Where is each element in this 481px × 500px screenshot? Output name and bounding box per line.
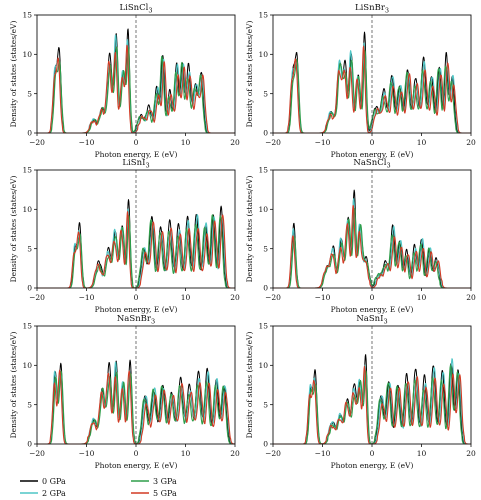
y-tick-label: 15 xyxy=(22,11,32,20)
y-axis-label: Density of states (states/eV) xyxy=(245,176,254,283)
x-tick-label: −10 xyxy=(315,449,331,458)
y-axis-label: Density of states (states/eV) xyxy=(9,332,18,439)
y-tick-label: 0 xyxy=(27,129,32,138)
y-tick-label: 10 xyxy=(258,205,268,214)
panel-title: LiSnI3 xyxy=(122,158,149,170)
x-tick-label: −20 xyxy=(29,293,45,302)
x-tick-label: 20 xyxy=(466,293,476,302)
x-axis-label: Photon energy, E (eV) xyxy=(331,461,414,470)
dos-panel: NaSnBr3 −20 −10 0 10 20 0 5 10 15 Photon energy, E… xyxy=(9,314,240,470)
x-tick-label: 10 xyxy=(181,138,191,147)
x-tick-label: 10 xyxy=(181,293,191,302)
x-tick-label: 0 xyxy=(370,449,375,458)
panel-title: LiSnBr3 xyxy=(355,3,389,15)
x-tick-label: 10 xyxy=(181,449,191,458)
y-tick-label: 5 xyxy=(27,400,32,409)
y-tick-label: 15 xyxy=(22,166,32,175)
x-tick-label: 0 xyxy=(134,449,139,458)
legend-label: 2 GPa xyxy=(42,489,66,498)
y-tick-label: 0 xyxy=(27,284,32,293)
y-tick-label: 10 xyxy=(22,361,32,370)
y-tick-label: 15 xyxy=(258,166,268,175)
x-tick-label: −10 xyxy=(79,293,95,302)
x-tick-label: 0 xyxy=(370,293,375,302)
x-tick-label: −20 xyxy=(265,293,281,302)
panel-title: LiSnCl3 xyxy=(119,3,152,15)
x-tick-label: −10 xyxy=(315,293,331,302)
x-tick-label: −10 xyxy=(79,449,95,458)
x-tick-label: 10 xyxy=(417,449,427,458)
y-tick-label: 5 xyxy=(27,89,32,98)
x-tick-label: 20 xyxy=(466,138,476,147)
y-axis-label: Density of states (states/eV) xyxy=(9,21,18,128)
x-tick-label: −10 xyxy=(315,138,331,147)
x-tick-label: 20 xyxy=(230,449,240,458)
x-tick-label: −20 xyxy=(29,138,45,147)
y-tick-label: 10 xyxy=(258,361,268,370)
y-axis-label: Density of states (states/eV) xyxy=(9,176,18,283)
x-tick-label: 0 xyxy=(134,138,139,147)
x-tick-label: −20 xyxy=(265,449,281,458)
x-tick-label: 20 xyxy=(466,449,476,458)
x-tick-label: −20 xyxy=(265,138,281,147)
y-tick-label: 5 xyxy=(263,89,268,98)
y-tick-label: 15 xyxy=(258,322,268,331)
y-tick-label: 15 xyxy=(22,322,32,331)
y-axis-label: Density of states (states/eV) xyxy=(245,21,254,128)
dos-panel: LiSnI3 −20 −10 0 10 20 0 5 10 15 Photon energy, E … xyxy=(9,158,240,314)
y-tick-label: 0 xyxy=(263,284,268,293)
y-tick-label: 10 xyxy=(258,50,268,59)
y-tick-label: 0 xyxy=(263,129,268,138)
dos-panel: NaSnCl3 −20 −10 0 10 20 0 5 10 15 Photon energy, E… xyxy=(245,158,476,314)
x-tick-label: 0 xyxy=(134,293,139,302)
x-tick-label: 10 xyxy=(417,138,427,147)
x-tick-label: 20 xyxy=(230,138,240,147)
y-tick-label: 5 xyxy=(27,244,32,253)
dos-panel: LiSnCl3 −20 −10 0 10 20 0 5 10 15 Photon energy, E… xyxy=(9,3,240,159)
x-axis-label: Photon energy, E (eV) xyxy=(95,461,178,470)
x-tick-label: −10 xyxy=(79,138,95,147)
y-tick-label: 15 xyxy=(258,11,268,20)
y-tick-label: 5 xyxy=(263,400,268,409)
y-tick-label: 0 xyxy=(27,440,32,449)
legend-label: 3 GPa xyxy=(153,477,177,486)
x-axis-label: Photon energy, E (eV) xyxy=(331,150,414,159)
dos-panel: LiSnBr3 −20 −10 0 10 20 0 5 10 15 Photon energy, E… xyxy=(245,3,476,159)
y-tick-label: 5 xyxy=(263,244,268,253)
legend: 0 GPa 2 GPa 3 GPa 5 GPa xyxy=(20,477,177,498)
legend-label: 5 GPa xyxy=(153,489,177,498)
x-tick-label: 20 xyxy=(230,293,240,302)
x-tick-label: 0 xyxy=(370,138,375,147)
panel-title: NaSnCl3 xyxy=(353,158,390,170)
x-axis-label: Photon energy, E (eV) xyxy=(331,305,414,314)
y-tick-label: 10 xyxy=(22,50,32,59)
panel-title: NaSnBr3 xyxy=(117,314,155,326)
legend-label: 0 GPa xyxy=(42,477,66,486)
dos-panel: NaSnI3 −20 −10 0 10 20 0 5 10 15 Photon energy, E … xyxy=(245,314,476,470)
x-tick-label: 10 xyxy=(417,293,427,302)
x-axis-label: Photon energy, E (eV) xyxy=(95,150,178,159)
y-tick-label: 0 xyxy=(263,440,268,449)
y-tick-label: 10 xyxy=(22,205,32,214)
x-axis-label: Photon energy, E (eV) xyxy=(95,305,178,314)
panel-title: NaSnI3 xyxy=(356,314,387,326)
dos-series-line xyxy=(272,189,472,289)
y-axis-label: Density of states (states/eV) xyxy=(245,332,254,439)
dos-series-line xyxy=(36,34,236,134)
x-tick-label: −20 xyxy=(29,449,45,458)
